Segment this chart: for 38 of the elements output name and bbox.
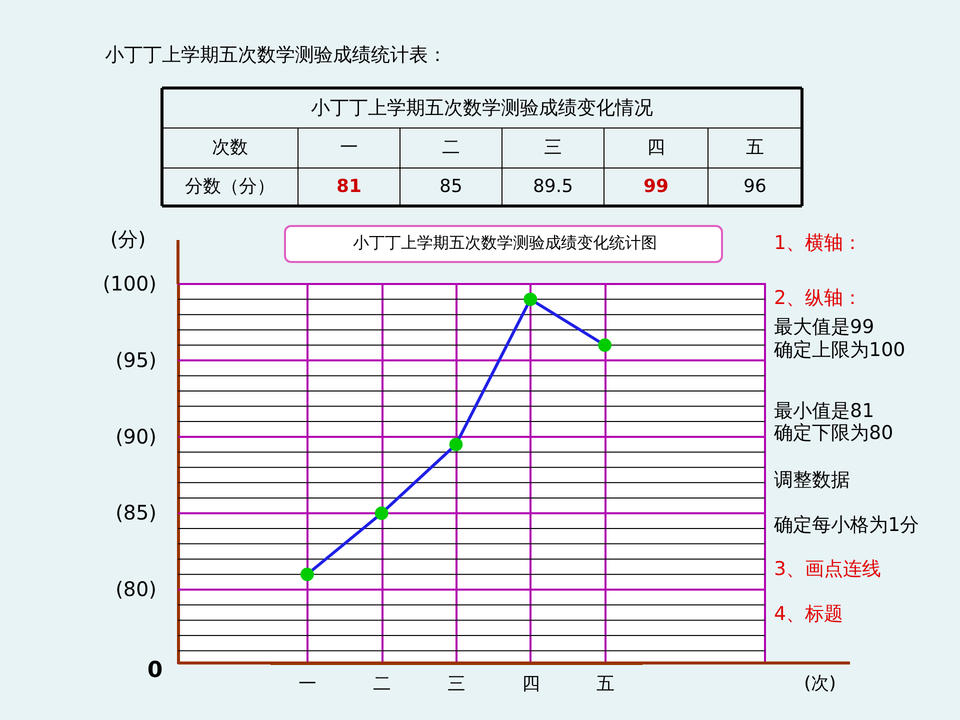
x-tick-label: 三 bbox=[448, 674, 466, 694]
text: 0 bbox=[147, 658, 163, 683]
text: 小丁丁上学期五次数学测验成绩统计表： bbox=[105, 44, 447, 66]
text: 4、标题 bbox=[774, 603, 844, 625]
text: 2、纵轴： bbox=[774, 287, 862, 309]
text: 89.5 bbox=[532, 176, 574, 197]
category-label: 四 bbox=[647, 137, 665, 158]
category-label: 二 bbox=[442, 137, 460, 158]
text: 81 bbox=[336, 176, 362, 197]
y-tick-label: (95) bbox=[115, 348, 156, 372]
text: 1、横轴： bbox=[774, 232, 862, 254]
text: 最小值是81 bbox=[774, 400, 874, 422]
y-tick-label: (85) bbox=[115, 500, 156, 525]
y-axis-title: (分) bbox=[110, 227, 146, 251]
category-label: 一 bbox=[340, 137, 358, 158]
text: (次) bbox=[804, 673, 836, 694]
category-label: 五 bbox=[746, 137, 764, 158]
text: 确定上限为100 bbox=[773, 339, 906, 361]
text: 调整数据 bbox=[774, 469, 850, 491]
text: 确定每小格为1分 bbox=[773, 514, 920, 536]
text: 确定下限为80 bbox=[773, 422, 894, 444]
text: 次数 bbox=[212, 137, 248, 158]
chart-title: 小丁丁上学期五次数学测验成绩变化统计图 bbox=[353, 233, 657, 252]
y-tick-label: (90) bbox=[115, 424, 156, 448]
category-label: 三 bbox=[544, 137, 562, 158]
text: 最大值是99 bbox=[774, 316, 874, 338]
x-tick-label: 一 bbox=[298, 674, 317, 694]
x-tick-label: 二 bbox=[373, 674, 392, 694]
text: 小丁丁上学期五次数学测验成绩变化情况 bbox=[311, 97, 653, 119]
x-tick-label: 四 bbox=[522, 674, 540, 694]
text: 99 bbox=[643, 176, 669, 197]
x-tick-label: 五 bbox=[596, 674, 614, 694]
y-tick-label: (80) bbox=[115, 577, 156, 602]
text: 96 bbox=[744, 176, 766, 197]
text: 3、画点连线 bbox=[774, 558, 882, 580]
text: 85 bbox=[440, 176, 462, 197]
text: 分数（分） bbox=[185, 176, 275, 197]
y-tick-label: (100) bbox=[102, 272, 156, 296]
